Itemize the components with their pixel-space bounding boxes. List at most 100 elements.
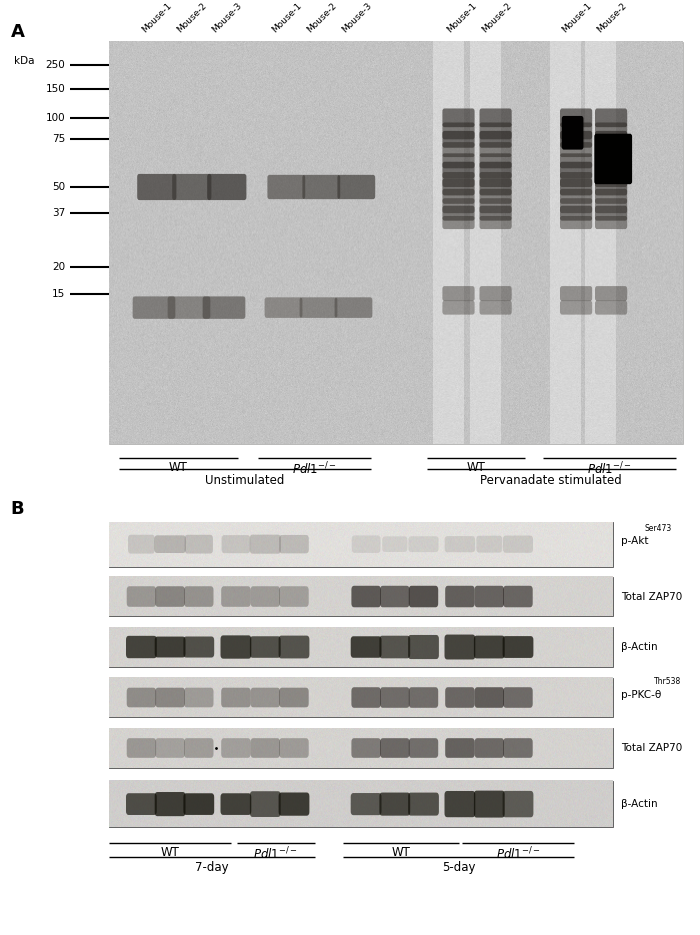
- FancyBboxPatch shape: [445, 585, 475, 608]
- FancyBboxPatch shape: [503, 739, 533, 757]
- FancyBboxPatch shape: [442, 189, 475, 204]
- FancyBboxPatch shape: [126, 636, 157, 658]
- FancyBboxPatch shape: [155, 739, 185, 757]
- Bar: [108, 522, 612, 567]
- FancyBboxPatch shape: [595, 122, 627, 139]
- Bar: [108, 577, 612, 616]
- FancyBboxPatch shape: [251, 739, 280, 757]
- FancyBboxPatch shape: [480, 108, 512, 127]
- Text: Mouse-3: Mouse-3: [211, 1, 244, 35]
- FancyBboxPatch shape: [221, 739, 251, 757]
- FancyBboxPatch shape: [267, 175, 305, 199]
- FancyBboxPatch shape: [222, 535, 250, 554]
- FancyBboxPatch shape: [279, 586, 309, 607]
- Text: WT: WT: [169, 461, 188, 474]
- FancyBboxPatch shape: [480, 153, 512, 168]
- FancyBboxPatch shape: [127, 586, 156, 607]
- FancyBboxPatch shape: [183, 793, 214, 815]
- FancyBboxPatch shape: [126, 793, 157, 815]
- FancyBboxPatch shape: [379, 793, 410, 815]
- FancyBboxPatch shape: [379, 636, 410, 658]
- FancyBboxPatch shape: [594, 134, 632, 184]
- FancyBboxPatch shape: [595, 153, 627, 168]
- FancyBboxPatch shape: [207, 174, 246, 200]
- FancyBboxPatch shape: [279, 739, 309, 757]
- Text: Mouse-2: Mouse-2: [596, 1, 629, 35]
- FancyBboxPatch shape: [409, 739, 438, 757]
- Text: p-Akt: p-Akt: [621, 537, 648, 546]
- FancyBboxPatch shape: [595, 189, 627, 204]
- Bar: [108, 627, 612, 667]
- Bar: [108, 42, 682, 444]
- FancyBboxPatch shape: [351, 793, 382, 815]
- FancyBboxPatch shape: [475, 687, 504, 708]
- FancyBboxPatch shape: [595, 286, 627, 301]
- FancyBboxPatch shape: [265, 297, 302, 318]
- FancyBboxPatch shape: [480, 172, 512, 187]
- FancyBboxPatch shape: [382, 537, 407, 552]
- FancyBboxPatch shape: [480, 189, 512, 204]
- FancyBboxPatch shape: [560, 131, 592, 148]
- FancyBboxPatch shape: [595, 162, 627, 179]
- FancyBboxPatch shape: [279, 688, 309, 707]
- Text: Total ZAP70: Total ZAP70: [621, 743, 682, 753]
- FancyBboxPatch shape: [155, 536, 186, 553]
- FancyBboxPatch shape: [480, 122, 512, 139]
- FancyBboxPatch shape: [351, 637, 382, 657]
- FancyBboxPatch shape: [184, 688, 213, 707]
- Text: WT: WT: [160, 846, 179, 859]
- FancyBboxPatch shape: [595, 300, 627, 314]
- FancyBboxPatch shape: [300, 297, 337, 318]
- FancyBboxPatch shape: [250, 535, 281, 554]
- FancyBboxPatch shape: [480, 162, 512, 179]
- FancyBboxPatch shape: [221, 586, 251, 607]
- Text: A: A: [10, 23, 25, 41]
- FancyBboxPatch shape: [503, 791, 533, 817]
- Text: p-PKC-θ: p-PKC-θ: [621, 690, 661, 699]
- FancyBboxPatch shape: [480, 300, 512, 314]
- FancyBboxPatch shape: [220, 793, 251, 815]
- Text: 20: 20: [52, 263, 65, 272]
- FancyBboxPatch shape: [445, 739, 475, 757]
- FancyBboxPatch shape: [595, 198, 627, 213]
- FancyBboxPatch shape: [127, 688, 156, 707]
- Text: Pervanadate stimulated: Pervanadate stimulated: [480, 474, 622, 487]
- FancyBboxPatch shape: [562, 116, 584, 150]
- Text: Mouse-1: Mouse-1: [270, 1, 304, 35]
- FancyBboxPatch shape: [595, 172, 627, 187]
- FancyBboxPatch shape: [155, 586, 185, 607]
- FancyBboxPatch shape: [477, 536, 502, 553]
- FancyBboxPatch shape: [480, 198, 512, 213]
- Text: 37: 37: [52, 209, 65, 218]
- FancyBboxPatch shape: [560, 206, 592, 221]
- FancyBboxPatch shape: [480, 286, 512, 301]
- Text: 250: 250: [46, 61, 65, 70]
- FancyBboxPatch shape: [127, 739, 156, 757]
- FancyBboxPatch shape: [408, 793, 439, 815]
- FancyBboxPatch shape: [380, 687, 410, 708]
- FancyBboxPatch shape: [183, 637, 214, 657]
- Text: Mouse-1: Mouse-1: [445, 1, 479, 35]
- FancyBboxPatch shape: [480, 142, 512, 157]
- FancyBboxPatch shape: [351, 585, 381, 608]
- Text: Mouse-2: Mouse-2: [176, 1, 209, 35]
- Text: WT: WT: [391, 846, 410, 859]
- FancyBboxPatch shape: [251, 586, 280, 607]
- Bar: [108, 678, 612, 717]
- FancyBboxPatch shape: [442, 286, 475, 301]
- FancyBboxPatch shape: [445, 687, 475, 708]
- Text: 150: 150: [46, 84, 65, 94]
- FancyBboxPatch shape: [442, 108, 475, 127]
- FancyBboxPatch shape: [560, 216, 592, 229]
- FancyBboxPatch shape: [351, 739, 381, 757]
- FancyBboxPatch shape: [560, 189, 592, 204]
- FancyBboxPatch shape: [480, 216, 512, 229]
- FancyBboxPatch shape: [442, 300, 475, 314]
- FancyBboxPatch shape: [133, 296, 175, 319]
- FancyBboxPatch shape: [409, 585, 438, 608]
- FancyBboxPatch shape: [250, 636, 281, 658]
- Text: $Pdl1^{-/-}$: $Pdl1^{-/-}$: [496, 846, 540, 863]
- FancyBboxPatch shape: [442, 122, 475, 139]
- FancyBboxPatch shape: [442, 179, 475, 195]
- FancyBboxPatch shape: [595, 131, 627, 148]
